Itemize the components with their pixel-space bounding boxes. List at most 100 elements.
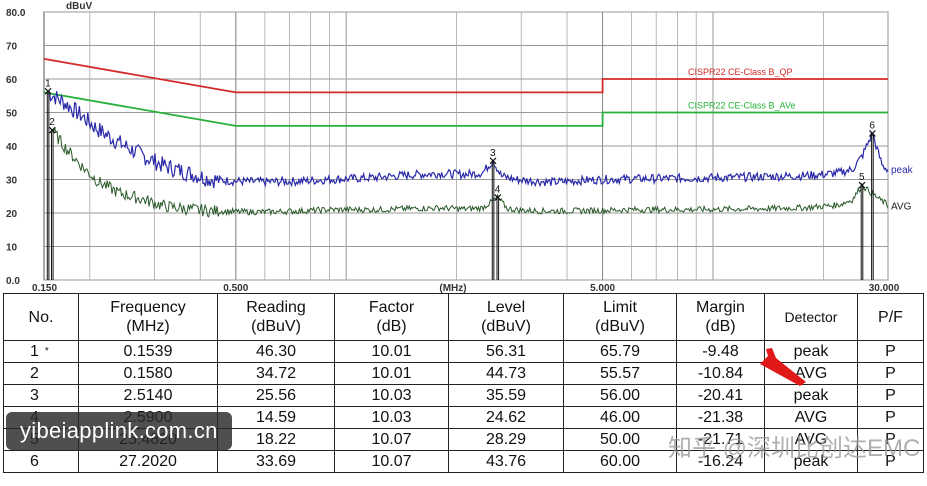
table-cell: 34.72 <box>217 362 335 385</box>
table-cell: peak <box>764 384 858 407</box>
results-table: No. Frequency (MHz) Reading (dBuV) Factor (dB)… <box>3 293 924 473</box>
marker-x <box>48 126 56 134</box>
header-cell: P/F <box>857 293 924 341</box>
table-row: 1 * 0.1539 46.30 10.01 56.31 65.79 -9.48 peak P <box>3 340 924 363</box>
header-line: Margin <box>696 299 745 316</box>
y-tick-label: 40 <box>6 142 18 153</box>
header-unit: (dBuV) <box>481 318 531 335</box>
table-cell: 3 <box>3 384 79 407</box>
table-cell: 50.00 <box>563 428 677 451</box>
qp-limit-line <box>43 58 888 94</box>
y-tick-label: 70 <box>6 42 18 53</box>
table-cell: 18.22 <box>217 428 335 451</box>
table-cell: 0.1580 <box>78 362 218 385</box>
table-cell: 0.1539 <box>78 340 218 363</box>
chart-grid <box>43 11 889 281</box>
marker-label: 1 <box>45 78 51 89</box>
table-cell: P <box>857 362 924 385</box>
worst-row-marker: * <box>44 345 49 357</box>
table-cell: 14.59 <box>217 406 335 429</box>
header-cell: Reading (dBuV) <box>217 293 335 341</box>
table-cell: 25.56 <box>217 384 335 407</box>
table-cell: P <box>857 384 924 407</box>
avg-limit-label: CISPR22 CE-Class B_AVe <box>688 101 795 111</box>
table-cell: 10.07 <box>334 450 449 473</box>
table-cell: P <box>857 406 924 429</box>
peak-markers: 1 2 3 4 5 6 <box>44 78 876 280</box>
watermark-left: yibeiapplink.com.cn <box>6 412 232 450</box>
header-line: Limit <box>603 299 637 316</box>
table-cell: 55.57 <box>563 362 677 385</box>
header-unit: (dB) <box>376 318 407 335</box>
y-tick-label: 60 <box>6 75 18 86</box>
marker-x <box>44 87 52 95</box>
chart-labels: peak AVG <box>891 165 914 213</box>
header-line: No. <box>28 308 54 326</box>
table-row: 3 2.5140 25.56 10.03 35.59 56.00 -20.41 peak P <box>3 384 924 407</box>
marker-x <box>489 157 497 165</box>
table-cell: 10.03 <box>334 384 449 407</box>
table-cell: 44.73 <box>448 362 564 385</box>
marker-label: 6 <box>869 120 875 131</box>
y-tick-label: 80.0 <box>6 8 26 19</box>
series-label-peak: peak <box>891 165 914 176</box>
table-cell: 28.29 <box>448 428 564 451</box>
table-cell: P <box>857 450 924 473</box>
table-cell: AVG <box>764 362 858 385</box>
header-line: Factor <box>368 299 415 316</box>
table-cell: -21.38 <box>676 406 765 429</box>
peak-trace <box>47 91 889 189</box>
table-cell: AVG <box>764 406 858 429</box>
table-cell: P <box>857 340 924 363</box>
y-tick-label: 20 <box>6 209 18 220</box>
table-cell: 65.79 <box>563 340 677 363</box>
marker-x <box>494 194 502 201</box>
table-cell: 24.62 <box>448 406 564 429</box>
header-unit: (dBuV) <box>595 318 645 335</box>
header-line: Level <box>486 299 526 316</box>
table-cell: 35.59 <box>448 384 564 407</box>
table-cell: -21.71 <box>676 428 765 451</box>
header-line: Detector <box>784 308 838 325</box>
table-cell: 10.07 <box>334 428 449 451</box>
table-cell: -16.24 <box>676 450 765 473</box>
table-cell: 6 <box>3 450 79 473</box>
marker-label: 2 <box>49 117 55 128</box>
table-cell: -20.41 <box>676 384 765 407</box>
series-label-avg: AVG <box>891 202 912 213</box>
header-line: Frequency <box>110 299 186 316</box>
y-tick-label: 30 <box>6 176 18 187</box>
table-cell: 46.30 <box>217 340 335 363</box>
marker-x <box>868 129 876 137</box>
table-cell: 10.01 <box>334 340 449 363</box>
y-tick-label: 50 <box>6 109 18 120</box>
y-tick-label: 10 <box>6 243 18 254</box>
y-tick-label: 0.0 <box>6 276 20 287</box>
table-cell: 27.2020 <box>78 450 218 473</box>
table-header: No. Frequency (MHz) Reading (dBuV) Factor (dB)… <box>3 293 924 341</box>
table-cell: 56.31 <box>448 340 564 363</box>
table-cell: 56.00 <box>563 384 677 407</box>
header-line: P/F <box>878 308 903 326</box>
table-cell: 1 * <box>3 340 79 363</box>
table-cell: 2 <box>3 362 79 385</box>
header-cell: Limit (dBuV) <box>563 293 677 341</box>
marker-label: 3 <box>490 148 496 159</box>
y-axis-label: dBuV <box>66 1 92 12</box>
marker-x <box>858 181 866 189</box>
table-cell: 43.76 <box>448 450 564 473</box>
measurement-traces <box>47 91 889 218</box>
header-cell: Margin (dB) <box>676 293 765 341</box>
watermark-right: 知乎 @深圳比创达EMC <box>668 435 921 462</box>
header-cell: Factor (dB) <box>334 293 449 341</box>
plot-area <box>43 11 889 281</box>
table-cell: 2.5140 <box>78 384 218 407</box>
table-cell: 10.01 <box>334 362 449 385</box>
table-cell: 10.03 <box>334 406 449 429</box>
marker-label: 5 <box>859 172 865 183</box>
qp-limit-label: CISPR22 CE-Class B_QP <box>688 67 793 77</box>
header-unit: (dBuV) <box>251 318 301 335</box>
table-row: 2 0.1580 34.72 10.01 44.73 55.57 -10.84 AVG P <box>3 362 924 385</box>
table-cell: -10.84 <box>676 362 765 385</box>
